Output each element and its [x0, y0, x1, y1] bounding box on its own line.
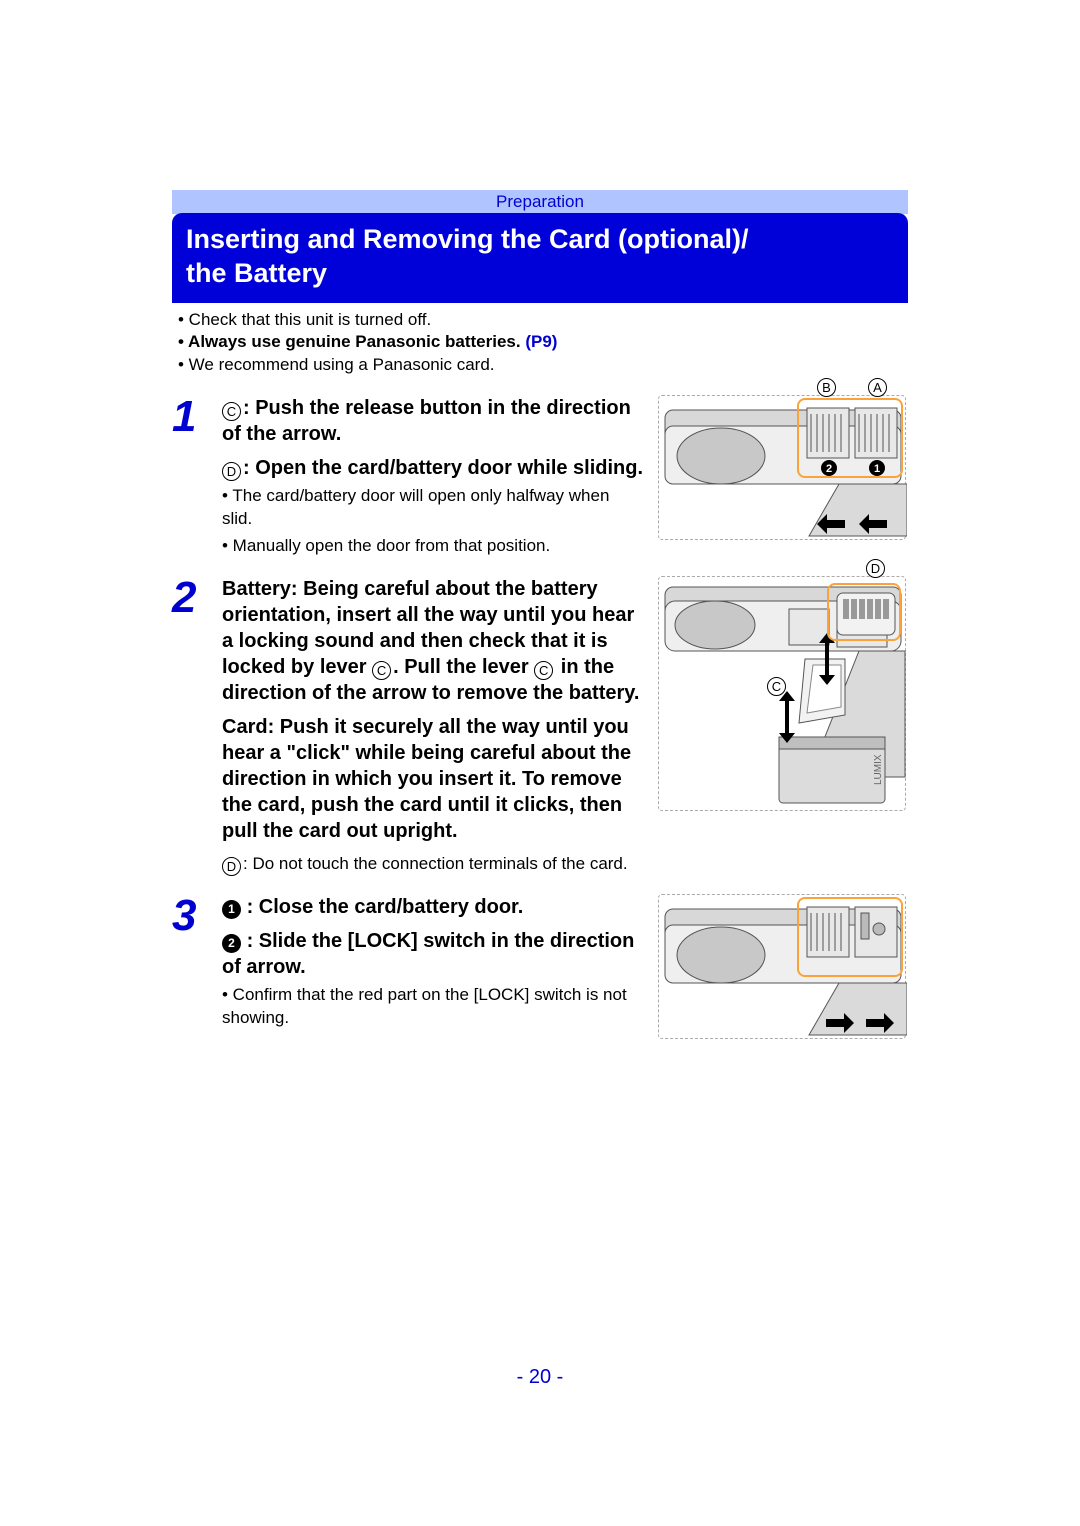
- title-line-2: the Battery: [186, 257, 894, 291]
- num-badge-2: 2: [222, 934, 241, 953]
- step-3-body: 1 : Close the card/battery door. 2 : Sli…: [222, 894, 644, 1030]
- step-3: 3 1 : Close the card/battery door. 2 : S…: [172, 894, 908, 1039]
- intro-bullet-3: • We recommend using a Panasonic card.: [178, 354, 908, 377]
- section-header: Preparation: [172, 190, 908, 214]
- step-1-number: 1: [172, 395, 208, 439]
- step-2-para-2: Card: Push it securely all the way until…: [222, 714, 644, 844]
- intro-bullet-2: • Always use genuine Panasonic batteries…: [178, 331, 908, 354]
- step-3-sub: • Confirm that the red part on the [LOCK…: [222, 984, 644, 1030]
- step-1: 1 C: Push the release button in the dire…: [172, 395, 908, 558]
- callout-content-3: [799, 899, 905, 979]
- step-2: 2 Battery: Being careful about the batte…: [172, 576, 908, 844]
- figure-3: [658, 894, 908, 1039]
- label-b: B: [817, 378, 836, 397]
- step-2-text-1b: . Pull the lever: [393, 656, 534, 678]
- callout-orange-3: [797, 897, 903, 977]
- circled-d-note: D: [222, 857, 241, 876]
- intro-bullets: • Check that this unit is turned off. • …: [172, 303, 908, 378]
- label-d: D: [866, 559, 885, 578]
- step-1-text-2: : Open the card/battery door while slidi…: [243, 457, 643, 479]
- step-2-note: D: Do not touch the connection terminals…: [172, 854, 908, 876]
- page-content: Preparation Inserting and Removing the C…: [172, 190, 908, 1039]
- step-2-number: 2: [172, 576, 208, 620]
- step-3-para-2: 2 : Slide the [LOCK] switch in the direc…: [222, 928, 644, 980]
- callout-orange-2: [827, 583, 901, 641]
- intro-bullet-1: • Check that this unit is turned off.: [178, 309, 908, 332]
- intro-bullet-2-text: • Always use genuine Panasonic batteries…: [178, 332, 521, 351]
- step-3-number: 3: [172, 894, 208, 938]
- step-3-para-1: 1 : Close the card/battery door.: [222, 894, 644, 920]
- step-1-sub-1: • The card/battery door will open only h…: [222, 485, 644, 531]
- num-badge-1: 1: [222, 900, 241, 919]
- step-1-para-1: C: Push the release button in the direct…: [222, 395, 644, 447]
- step-2-note-text: : Do not touch the connection terminals …: [243, 854, 628, 873]
- step-3-text-2: : Slide the [LOCK] switch in the directi…: [222, 930, 634, 978]
- page-title: Inserting and Removing the Card (optiona…: [172, 213, 908, 303]
- page-number: - 20 -: [172, 1366, 908, 1389]
- circled-c-inline-1: C: [372, 661, 391, 680]
- page-link-p9[interactable]: (P9): [521, 332, 558, 351]
- label-c: C: [767, 677, 786, 696]
- title-line-1: Inserting and Removing the Card (optiona…: [186, 223, 894, 257]
- svg-text:1: 1: [874, 463, 880, 475]
- step-1-para-2: D: Open the card/battery door while slid…: [222, 455, 644, 481]
- step-1-body: C: Push the release button in the direct…: [222, 395, 644, 558]
- step-1-text-1: : Push the release button in the directi…: [222, 397, 631, 445]
- circled-letter-d: D: [222, 462, 241, 481]
- figure-1: 1 2 B A: [658, 395, 908, 540]
- svg-text:2: 2: [826, 463, 832, 475]
- callout-content-1: 1 2: [799, 400, 905, 480]
- svg-text:LUMIX: LUMIX: [873, 754, 884, 785]
- step-3-text-1: : Close the card/battery door.: [247, 896, 524, 918]
- step-2-body: Battery: Being careful about the battery…: [222, 576, 644, 844]
- card-terminals-icon: [829, 585, 903, 643]
- step-1-sub-2: • Manually open the door from that posit…: [222, 535, 644, 558]
- callout-orange-1: 1 2 B A: [797, 398, 903, 478]
- circled-c-inline-2: C: [534, 661, 553, 680]
- step-2-para-1: Battery: Being careful about the battery…: [222, 576, 644, 706]
- figure-2: LUMIX C D: [658, 576, 908, 811]
- circled-letter-c: C: [222, 402, 241, 421]
- label-a: A: [868, 378, 887, 397]
